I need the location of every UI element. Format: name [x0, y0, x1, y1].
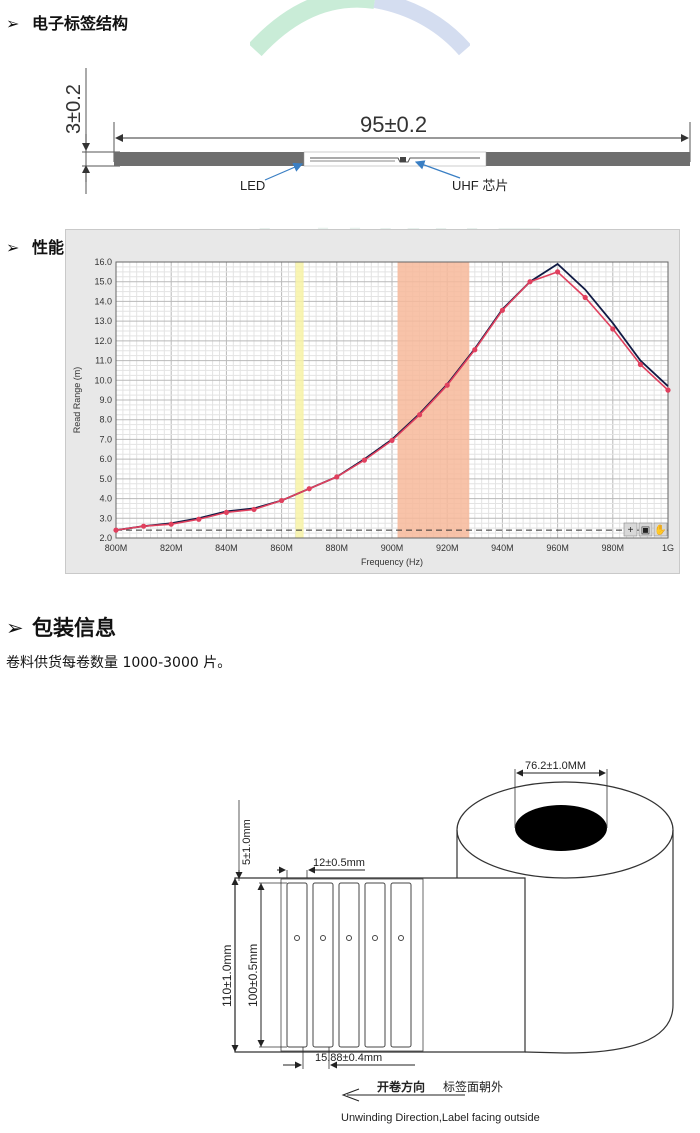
label-hole: [372, 935, 378, 941]
rfid-label: [364, 882, 386, 1048]
rfid-label: [338, 882, 360, 1048]
label-hole: [346, 935, 352, 941]
data-point: [637, 361, 644, 368]
data-point: [141, 523, 147, 529]
packaging-quantity-text: 卷料供货每卷数量 1000-3000 片。: [6, 655, 232, 671]
data-point: [389, 437, 395, 444]
watermark-logo: [248, 0, 472, 57]
data-point: [472, 347, 478, 353]
label-width-dimension: 12±0.5mm: [313, 857, 365, 869]
x-tick-label: 940M: [491, 543, 514, 553]
label-length-dimension: 100±0.5mm: [246, 944, 260, 1007]
rfid-label: [390, 882, 412, 1048]
height-dimension: 3±0.2: [63, 84, 85, 134]
section-title: 电子标签结构: [32, 14, 129, 33]
label-hole: [320, 935, 326, 941]
label-hole: [398, 935, 404, 941]
data-point: [444, 382, 450, 388]
x-tick-label: 800M: [105, 543, 128, 553]
data-point: [168, 521, 174, 527]
x-tick-label: 960M: [546, 543, 569, 553]
read-range-chart: 800M 820M 840M 860M 880M 900M 920M 940M 960M 980M…: [65, 229, 680, 574]
section-heading-packaging: ➢ 包装信息: [6, 612, 116, 642]
arrow-bullet-icon: ➢: [6, 616, 24, 640]
zoom-box-icon: ▣: [641, 525, 650, 536]
y-tick-label: 8.0: [99, 415, 112, 425]
data-point: [251, 506, 257, 513]
x-tick-label: 860M: [270, 543, 293, 553]
y-tick-label: 11.0: [95, 356, 112, 366]
roll-diagram: 76.2±1.0MM 5±1.0mm 12±0.5mm 110±1.0mm 10…: [215, 745, 685, 1129]
arrow-bullet-icon: ➢: [6, 238, 20, 257]
data-point: [113, 527, 119, 533]
y-tick-label: 14.0: [94, 296, 112, 306]
zoom-in-icon: +: [628, 525, 634, 536]
data-point: [555, 269, 561, 275]
y-tick-label: 4.0: [99, 494, 112, 504]
frequency-band: [295, 262, 304, 538]
arrow-bullet-icon: ➢: [6, 14, 20, 33]
unwinding-direction-cn-bold: 开卷方向: [377, 1079, 425, 1094]
y-tick-label: 15.0: [94, 277, 112, 287]
rfid-label: [286, 882, 308, 1048]
margin-dimension: 5±1.0mm: [241, 819, 253, 865]
unwinding-direction-en: Unwinding Direction,Label facing outside: [341, 1112, 540, 1124]
plot-border: [115, 261, 669, 539]
x-tick-label: 980M: [602, 543, 625, 553]
data-point: [610, 326, 616, 332]
y-tick-label: 9.0: [99, 395, 112, 405]
y-tick-label: 2.0: [99, 533, 112, 543]
y-tick-label: 12.0: [94, 336, 112, 346]
roll-width-dimension: 110±1.0mm: [220, 945, 234, 1007]
led-label: LED: [240, 178, 265, 193]
data-point: [279, 497, 285, 504]
data-point: [306, 486, 312, 492]
y-tick-label: 13.0: [94, 316, 112, 326]
x-axis-label: Frequency (Hz): [361, 557, 423, 567]
core-diameter-dimension: 76.2±1.0MM: [525, 760, 586, 772]
x-tick-label: 900M: [381, 543, 404, 553]
section-heading-structure: ➢ 电子标签结构: [6, 10, 128, 34]
unwinding-direction-cn: 标签面朝外: [443, 1079, 503, 1094]
y-tick-label: 3.0: [99, 513, 112, 523]
y-tick-label: 16.0: [94, 257, 112, 267]
data-point: [361, 457, 367, 463]
data-point: [527, 279, 533, 285]
label-hole: [294, 935, 300, 941]
x-tick-label: 820M: [160, 543, 183, 553]
x-tick-label: 880M: [326, 543, 349, 553]
y-tick-label: 5.0: [99, 474, 112, 484]
data-point: [196, 516, 202, 522]
uhf-chip-label: UHF 芯片: [452, 178, 508, 193]
data-point: [499, 307, 505, 313]
x-tick-label: 920M: [436, 543, 459, 553]
data-point: [582, 294, 588, 301]
label-frame: [280, 878, 424, 1052]
data-point: [223, 509, 229, 515]
data-point: [665, 387, 671, 393]
data-point: [417, 412, 423, 418]
data-point: [334, 474, 340, 480]
pan-hand-icon: ✋: [654, 523, 666, 536]
y-tick-label: 10.0: [94, 375, 112, 385]
y-axis-label: Read Range (m): [72, 367, 82, 434]
zoom-in-icon-bg: [623, 522, 638, 537]
zoom-box-icon-bg: [638, 522, 653, 537]
section-title: 包装信息: [32, 616, 116, 640]
rfid-label: [312, 882, 334, 1048]
tag-structure-drawing: 3±0.2 95±0.2 LED UHF 芯片: [60, 62, 700, 202]
width-dimension: 95±0.2: [360, 112, 427, 137]
x-tick-label: 1G: [662, 543, 674, 553]
x-tick-label: 840M: [215, 543, 238, 553]
pitch-dimension: 15.88±0.4mm: [315, 1052, 382, 1064]
y-tick-label: 6.0: [99, 454, 112, 464]
y-tick-label: 7.0: [99, 434, 112, 444]
pan-hand-icon-bg: [653, 522, 668, 537]
